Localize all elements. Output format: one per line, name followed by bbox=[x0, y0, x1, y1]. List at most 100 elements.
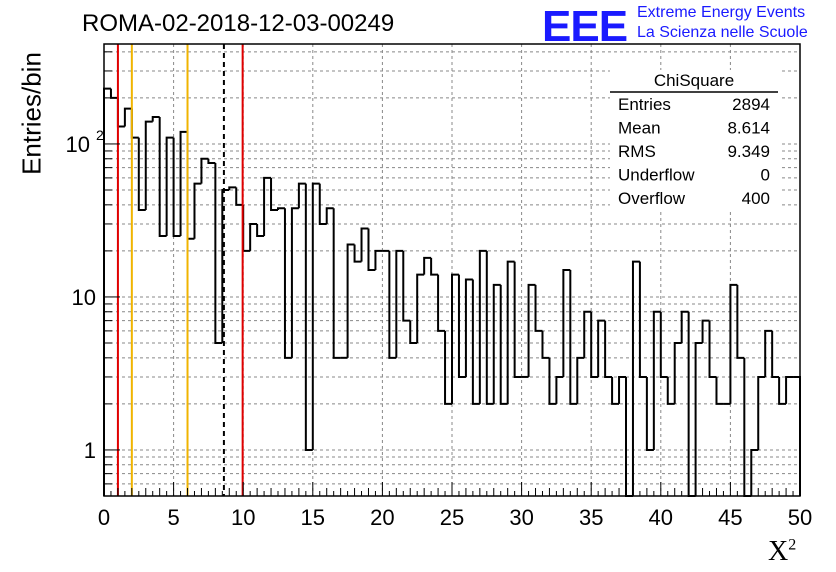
histogram-bin bbox=[562, 269, 571, 377]
histogram-bin bbox=[527, 283, 536, 377]
histogram-bin bbox=[144, 120, 153, 211]
histogram-bin bbox=[611, 376, 620, 405]
histogram-bin bbox=[492, 283, 501, 404]
histogram-bin bbox=[318, 183, 327, 225]
eee-logo: EEE bbox=[542, 2, 628, 51]
stats-value: 0 bbox=[761, 166, 770, 185]
histogram-bin bbox=[109, 88, 118, 99]
histogram-bin bbox=[750, 448, 759, 496]
histogram-bin bbox=[743, 357, 752, 497]
histogram-bin bbox=[242, 204, 251, 252]
x-tick-label: 45 bbox=[718, 505, 742, 530]
histogram-bin bbox=[123, 107, 132, 127]
histogram-bin bbox=[541, 330, 550, 359]
x-tick-label: 40 bbox=[649, 505, 673, 530]
histogram-bin bbox=[304, 183, 313, 451]
histogram-bin bbox=[263, 176, 272, 237]
histogram-bin bbox=[430, 257, 439, 276]
histogram-bin bbox=[165, 136, 174, 237]
x-tick-label: 35 bbox=[579, 505, 603, 530]
histogram-bin bbox=[694, 342, 703, 496]
stats-value: 9.349 bbox=[727, 142, 770, 161]
y-tick-exponent: 2 bbox=[96, 127, 104, 143]
histogram-bin bbox=[283, 208, 292, 359]
histogram-bin bbox=[444, 330, 452, 405]
histogram-bin bbox=[513, 261, 522, 378]
stats-label: Entries bbox=[618, 95, 671, 114]
x-tick-label: 20 bbox=[370, 505, 394, 530]
histogram-bin bbox=[130, 108, 139, 139]
histogram-bin bbox=[590, 311, 599, 378]
histogram-bin bbox=[346, 243, 355, 358]
histogram-bin bbox=[402, 250, 411, 322]
histogram-bin bbox=[193, 182, 202, 239]
histogram-bin bbox=[116, 97, 125, 128]
histogram-bin bbox=[785, 375, 794, 404]
histogram-bin bbox=[360, 227, 369, 262]
histogram-bin bbox=[290, 207, 299, 358]
histogram-bin bbox=[604, 320, 613, 378]
histogram-bin bbox=[388, 250, 397, 359]
histogram-bin bbox=[186, 131, 195, 240]
histogram-bin bbox=[701, 319, 710, 343]
logo-line-1: Extreme Energy Events bbox=[637, 4, 806, 21]
histogram-bin bbox=[297, 182, 306, 209]
histogram-bin bbox=[179, 130, 188, 237]
histogram-bin bbox=[764, 329, 773, 377]
histogram-bin bbox=[708, 320, 717, 378]
logo-line-2: La Scienza nelle Scuole bbox=[637, 24, 808, 41]
x-tick-label: 10 bbox=[231, 505, 255, 530]
histogram-bin bbox=[793, 375, 801, 496]
histogram-bin bbox=[221, 188, 230, 343]
histogram-bin bbox=[736, 284, 745, 359]
histogram-bin bbox=[478, 249, 487, 404]
histogram-bin bbox=[409, 320, 418, 344]
histogram-bin bbox=[597, 319, 606, 377]
histogram-bin bbox=[353, 244, 362, 263]
histogram-bin bbox=[395, 249, 404, 358]
histogram-bin bbox=[645, 376, 654, 451]
histogram-bin bbox=[437, 274, 446, 332]
stats-value: 2894 bbox=[732, 95, 770, 114]
histogram-bin bbox=[506, 260, 515, 404]
histogram-bin bbox=[778, 376, 787, 405]
histogram-bin bbox=[485, 250, 494, 405]
histogram-bin bbox=[680, 310, 689, 343]
histogram-bin bbox=[172, 137, 181, 238]
histogram-bin bbox=[270, 177, 278, 212]
histogram-bin bbox=[652, 310, 661, 450]
histogram-bin bbox=[103, 87, 111, 496]
histogram-bin bbox=[137, 137, 146, 212]
y-tick-label: 10 bbox=[66, 132, 90, 157]
histogram-bin bbox=[235, 187, 244, 206]
stats-label: Underflow bbox=[618, 166, 695, 185]
histogram-bin bbox=[214, 163, 223, 344]
stats-value: 400 bbox=[742, 189, 770, 208]
histogram-bin bbox=[569, 270, 578, 405]
histogram-bin bbox=[249, 222, 258, 251]
stats-box bbox=[610, 70, 780, 212]
histogram-bin bbox=[673, 342, 682, 404]
x-tick-label: 25 bbox=[440, 505, 464, 530]
histogram-bin bbox=[325, 207, 334, 224]
chart-title: ROMA-02-2018-12-03-00249 bbox=[82, 10, 395, 37]
histogram-bin bbox=[256, 223, 265, 238]
histogram-bin bbox=[666, 376, 675, 405]
x-tick-label: 30 bbox=[509, 505, 533, 530]
histogram-bin bbox=[228, 186, 237, 190]
histogram-bin bbox=[757, 375, 766, 450]
histogram-bin bbox=[638, 261, 647, 378]
histogram-bin bbox=[631, 260, 640, 496]
histogram-bin bbox=[367, 228, 376, 271]
y-tick-label: 10 bbox=[72, 285, 96, 310]
histogram-bin bbox=[464, 278, 473, 377]
histogram-bin bbox=[659, 311, 668, 378]
histogram-bin bbox=[534, 284, 543, 332]
histogram-bin bbox=[729, 283, 738, 404]
x-axis-label: X2 bbox=[768, 536, 797, 567]
histogram-bin bbox=[277, 207, 285, 211]
histogram-bin bbox=[555, 375, 564, 404]
stats-label: RMS bbox=[618, 142, 656, 161]
histogram-bin bbox=[625, 376, 633, 497]
